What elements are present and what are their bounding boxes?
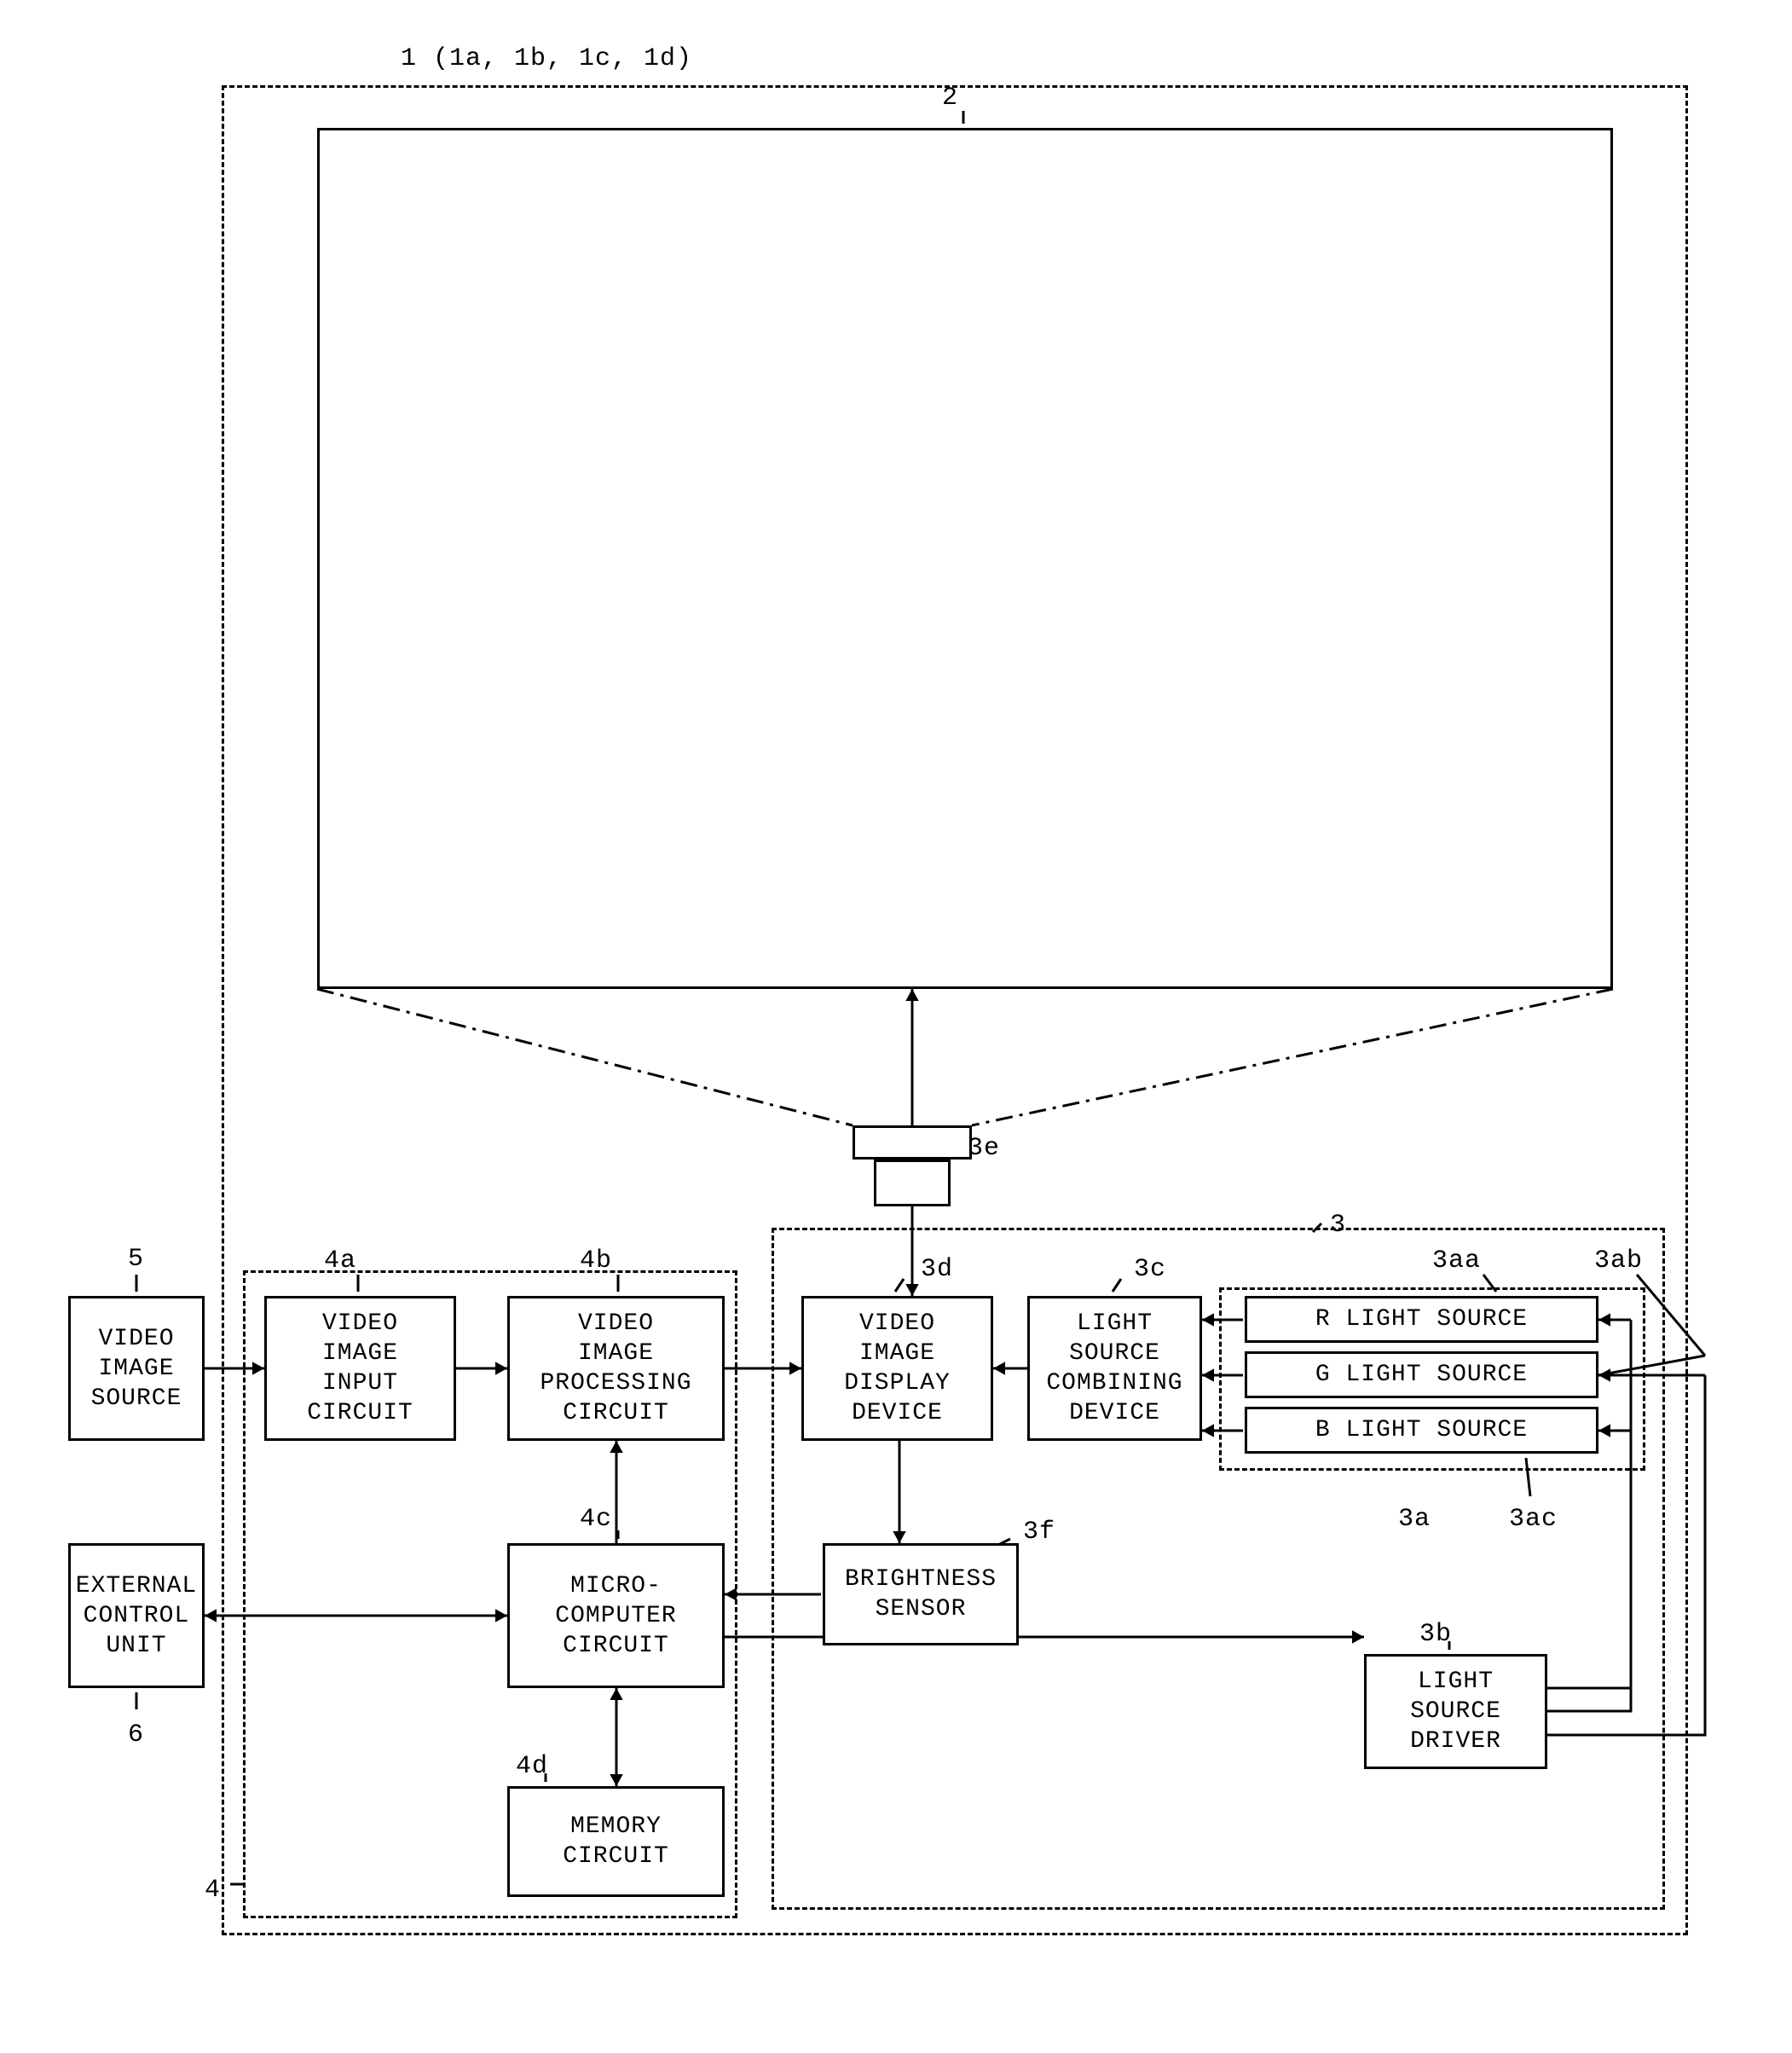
block-video_image_processing: VIDEOIMAGEPROCESSINGCIRCUIT (507, 1296, 725, 1441)
ref-b_light_source: 3ac (1509, 1505, 1558, 1534)
ref-label-outer: 1 (1a, 1b, 1c, 1d) (401, 44, 692, 73)
block-external_control_unit: EXTERNALCONTROLUNIT (68, 1543, 205, 1688)
block-video_image_input: VIDEOIMAGEINPUTCIRCUIT (264, 1296, 456, 1441)
block-g_light_source: G LIGHT SOURCE (1245, 1351, 1598, 1398)
block-microcomputer: MICRO-COMPUTERCIRCUIT (507, 1543, 725, 1688)
label-ref3e: 3e (968, 1134, 1000, 1163)
block-light_source_combining: LIGHTSOURCECOMBININGDEVICE (1027, 1296, 1202, 1441)
ref-label-group3: 3 (1330, 1211, 1346, 1240)
ref-light_source_driver: 3b (1419, 1620, 1452, 1649)
ref-external_control_unit: 6 (128, 1720, 144, 1749)
projector-lens-top (853, 1125, 972, 1160)
ref-video_image_input: 4a (324, 1246, 356, 1275)
screen (317, 128, 1613, 989)
ref-brightness_sensor: 3f (1023, 1518, 1055, 1547)
ref-memory: 4d (516, 1752, 548, 1781)
block-brightness_sensor: BRIGHTNESSSENSOR (823, 1543, 1019, 1645)
block-r_light_source: R LIGHT SOURCE (1245, 1296, 1598, 1343)
ref-video_image_source: 5 (128, 1245, 144, 1274)
projector-lens-bottom (874, 1160, 951, 1206)
label-ref3ab: 3ab (1594, 1246, 1643, 1275)
ref-label-group3a: 3a (1398, 1505, 1431, 1534)
label-ref2: 2 (942, 84, 958, 113)
block-video_image_source: VIDEOIMAGESOURCE (68, 1296, 205, 1441)
block-b_light_source: B LIGHT SOURCE (1245, 1407, 1598, 1454)
block-video_image_display: VIDEOIMAGEDISPLAYDEVICE (801, 1296, 993, 1441)
ref-video_image_display: 3d (921, 1255, 953, 1284)
ref-light_source_combining: 3c (1134, 1255, 1166, 1284)
ref-video_image_processing: 4b (580, 1246, 612, 1275)
block-light_source_driver: LIGHTSOURCEDRIVER (1364, 1654, 1547, 1769)
ref-r_light_source: 3aa (1432, 1246, 1481, 1275)
ref-label-group4: 4 (205, 1876, 221, 1905)
block-memory: MEMORYCIRCUIT (507, 1786, 725, 1897)
ref-microcomputer: 4c (580, 1505, 612, 1534)
